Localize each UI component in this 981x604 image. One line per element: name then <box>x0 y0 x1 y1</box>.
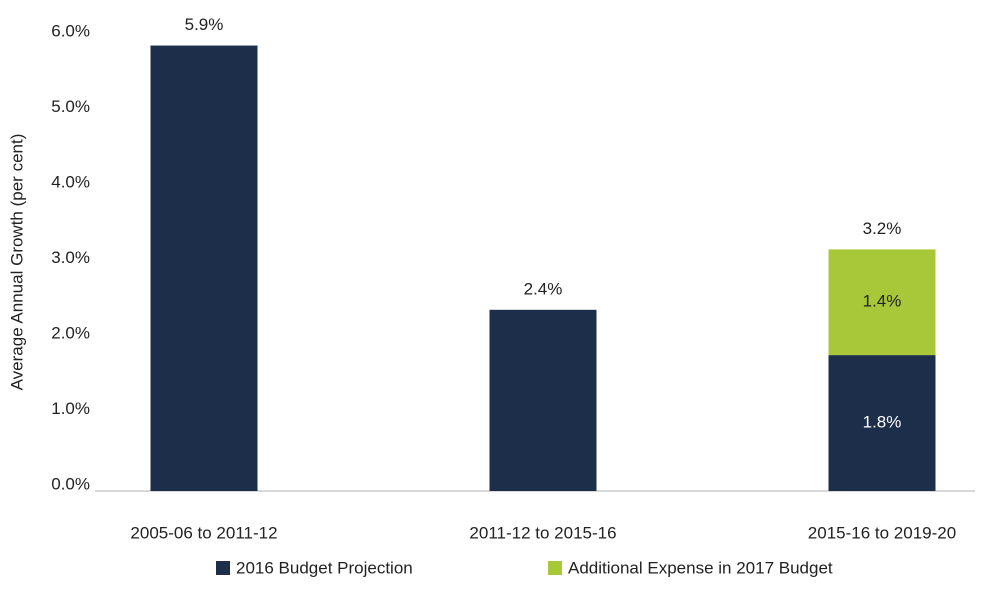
legend-swatch <box>548 561 562 575</box>
data-label: 2.4% <box>524 279 563 298</box>
y-tick-label: 0.0% <box>51 474 90 493</box>
x-tick-label: 2005-06 to 2011-12 <box>130 523 277 542</box>
x-tick-label: 2015-16 to 2019-20 <box>808 523 956 542</box>
y-tick-label: 2.0% <box>51 323 90 342</box>
y-tick-label: 5.0% <box>51 97 90 116</box>
y-tick-label: 4.0% <box>51 172 90 191</box>
bar-segment <box>828 355 936 491</box>
y-axis-label: Average Annual Growth (per cent) <box>7 134 26 391</box>
data-label: 1.8% <box>863 413 902 432</box>
total-label: 3.2% <box>863 219 902 238</box>
legend-label: Additional Expense in 2017 Budget <box>568 558 833 577</box>
bar-segment <box>489 309 597 491</box>
legend-label: 2016 Budget Projection <box>236 558 413 577</box>
x-tick-label: 2011-12 to 2015-16 <box>469 523 616 542</box>
data-label: 5.9% <box>185 15 224 34</box>
y-tick-label: 3.0% <box>51 248 90 267</box>
y-tick-label: 1.0% <box>51 399 90 418</box>
y-tick-label: 6.0% <box>51 21 90 40</box>
data-label: 1.4% <box>863 292 902 311</box>
bar-segment <box>828 249 936 356</box>
legend-swatch <box>216 561 230 575</box>
bar-segment <box>150 45 258 492</box>
